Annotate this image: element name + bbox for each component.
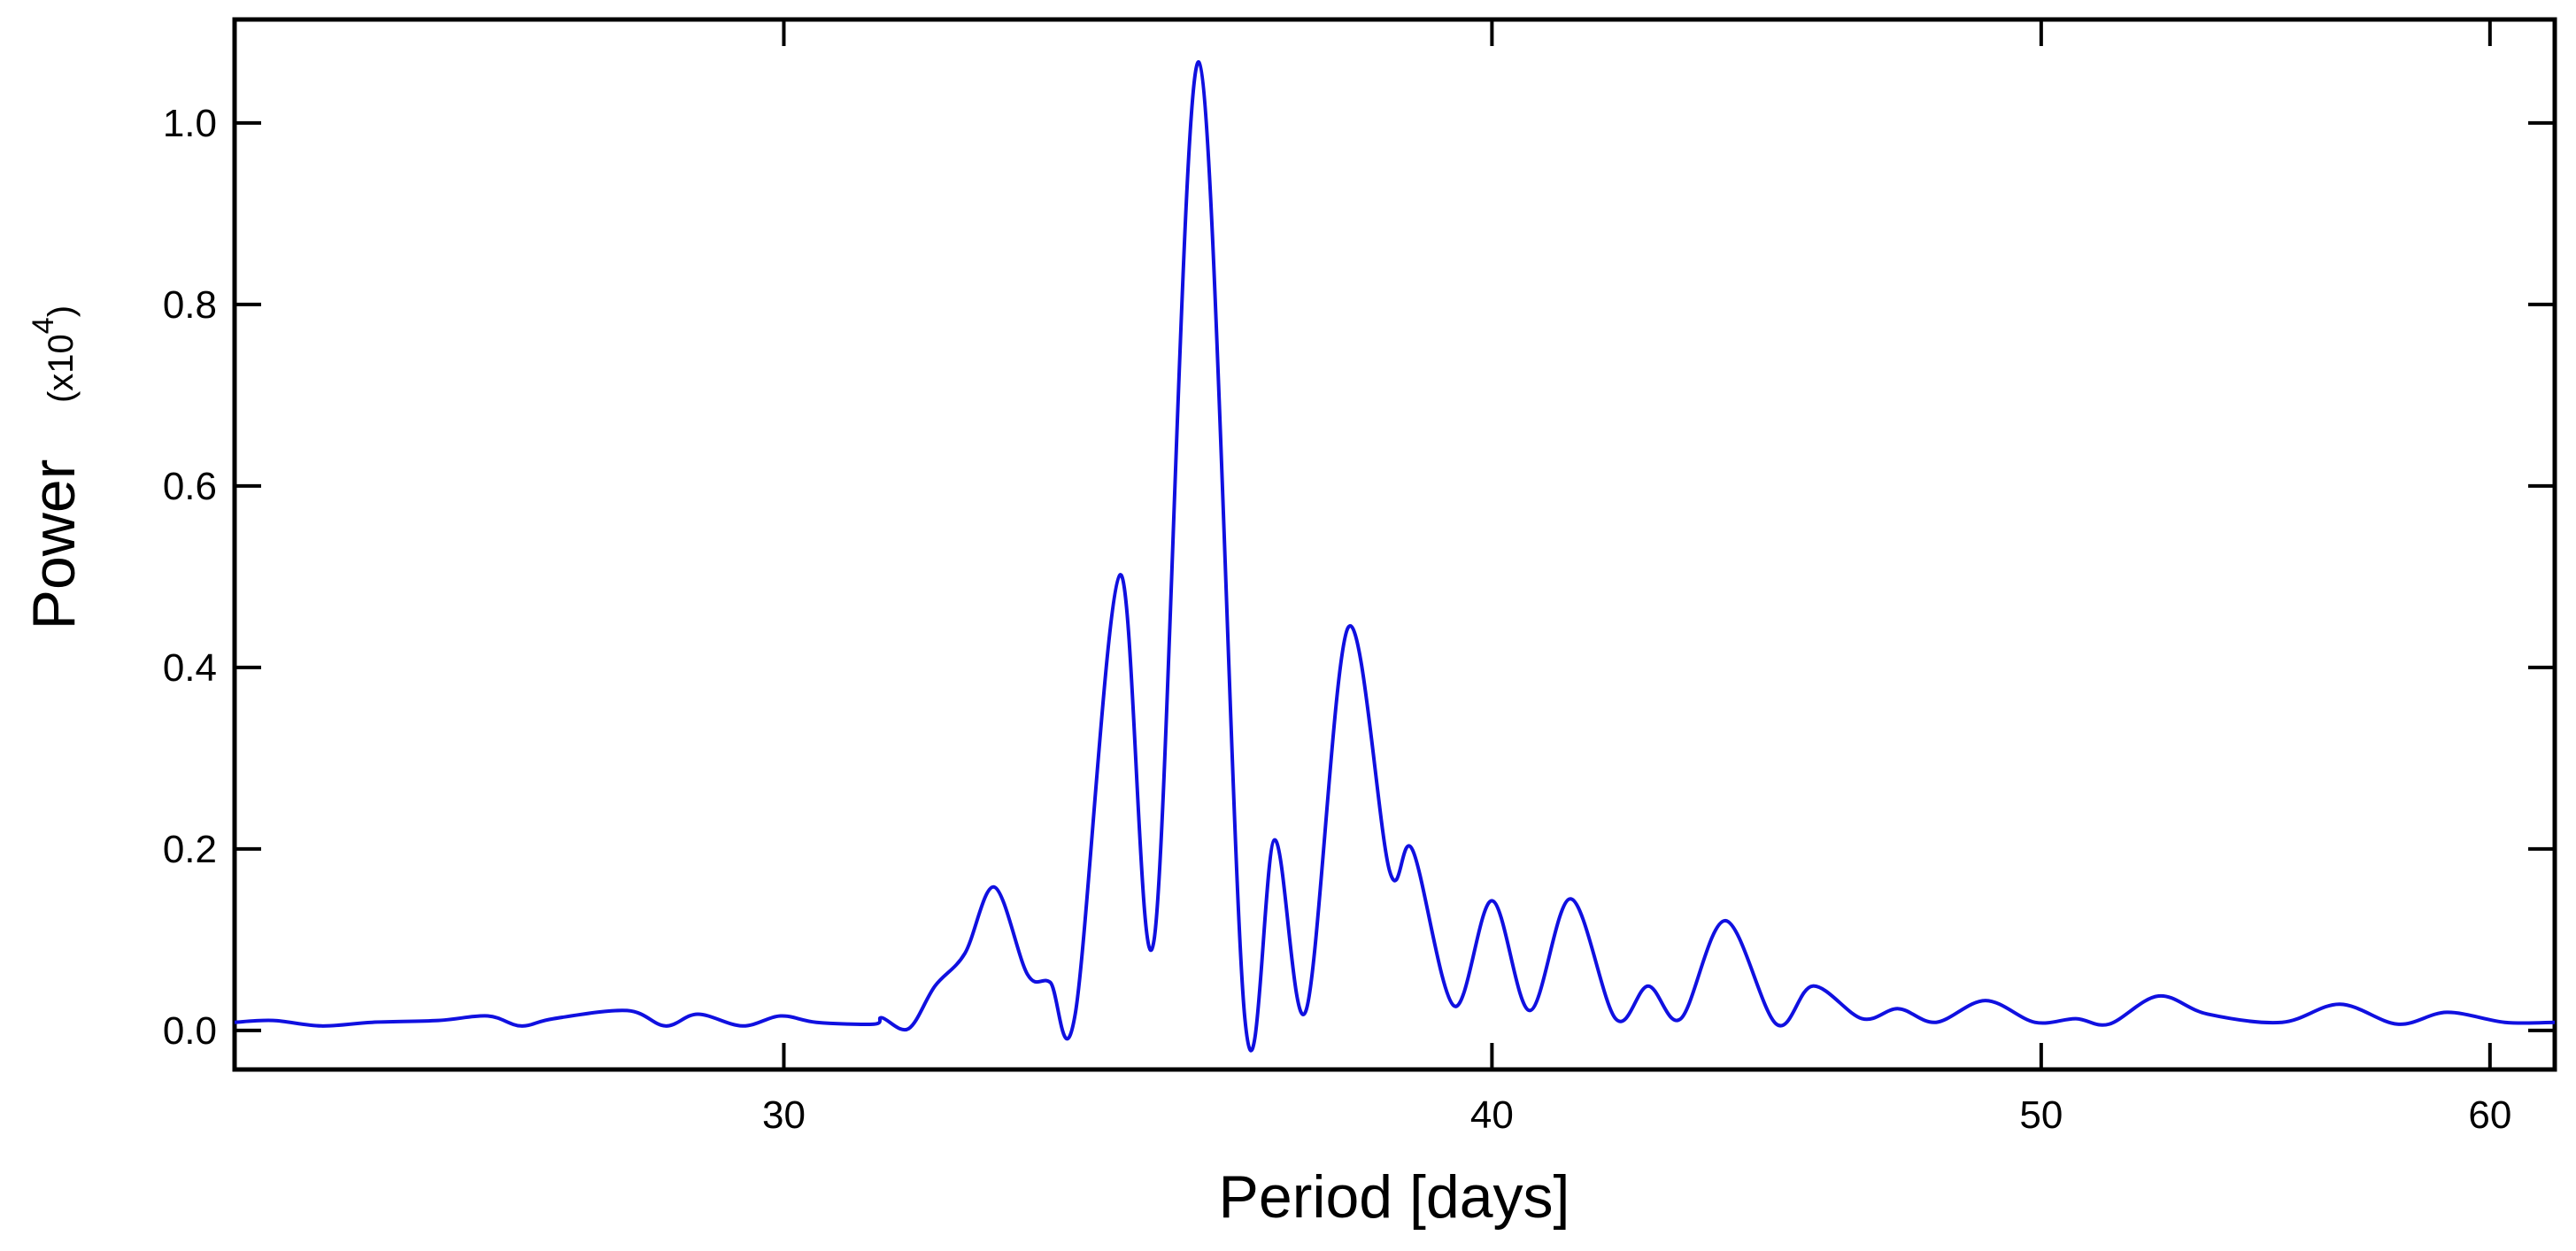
y-tick-label: 1.0 <box>163 102 217 145</box>
unit-prefix: (x10 <box>42 334 81 403</box>
y-axis-label: Power <box>20 459 88 630</box>
x-axis-label: Period [days] <box>1219 1163 1570 1231</box>
x-tick-label: 30 <box>762 1093 806 1137</box>
y-axis-unit: (x104) <box>27 305 81 403</box>
y-tick-label: 0.6 <box>163 465 217 508</box>
plot-frame <box>232 17 2557 1072</box>
x-tick-label: 60 <box>2468 1093 2511 1137</box>
y-tick-label: 0.2 <box>163 828 217 871</box>
y-tick-label: 0.0 <box>163 1009 217 1053</box>
unit-exponent: 4 <box>27 317 60 334</box>
unit-suffix: ) <box>42 305 81 317</box>
y-tick-label: 0.8 <box>163 283 217 327</box>
y-tick-label: 0.4 <box>163 646 217 690</box>
x-tick-label: 40 <box>1470 1093 1514 1137</box>
x-tick-label: 50 <box>2019 1093 2063 1137</box>
data-line <box>235 60 2555 1053</box>
